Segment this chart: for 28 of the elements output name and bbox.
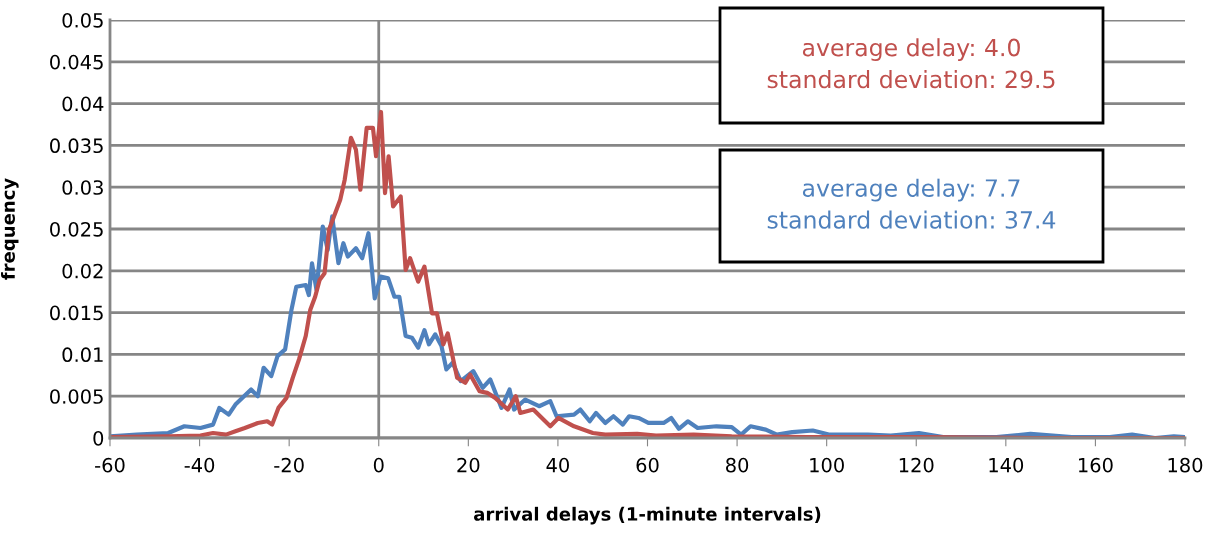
x-tick-label: -40 [184, 457, 215, 473]
annotation: average delay: 7.7 standard deviation: 37.4 [767, 178, 1056, 229]
y-tick-label: 0.005 [50, 389, 103, 404]
y-axis-title: frequency [1, 178, 19, 280]
x-tick-label: 20 [457, 457, 480, 473]
x-tick-label: 40 [546, 457, 569, 473]
x-tick-label: 60 [636, 457, 659, 473]
x-tick-label: 100 [810, 457, 844, 473]
x-tick-label: 80 [726, 457, 749, 473]
y-tick-label: 0.035 [50, 138, 103, 154]
y-tick-label: 0 [93, 430, 104, 446]
x-tick-label: 0 [373, 457, 384, 473]
x-tick-label: 160 [1079, 457, 1113, 473]
y-tick-label: 0.02 [62, 263, 103, 279]
y-tick-label: 0.015 [50, 305, 103, 321]
x-tick-label: 120 [899, 457, 934, 473]
y-tick-label: 0.01 [62, 347, 103, 363]
y-tick-label: 0.025 [50, 221, 103, 237]
x-axis-title: arrival delays (1-minute intervals) [474, 506, 821, 525]
y-tick-label: 0.045 [50, 54, 103, 70]
y-tick-label: 0.03 [62, 180, 103, 195]
x-tick-label: -60 [95, 457, 125, 473]
y-tick-label: 0.04 [62, 96, 104, 112]
x-tick-label: -20 [274, 457, 304, 473]
annotation: average delay: 4.0 standard deviation: 29.5 [767, 38, 1055, 89]
x-tick-label: 140 [989, 457, 1024, 473]
y-tick-label: 0.05 [62, 12, 103, 28]
x-tick-label: 180 [1168, 457, 1203, 473]
